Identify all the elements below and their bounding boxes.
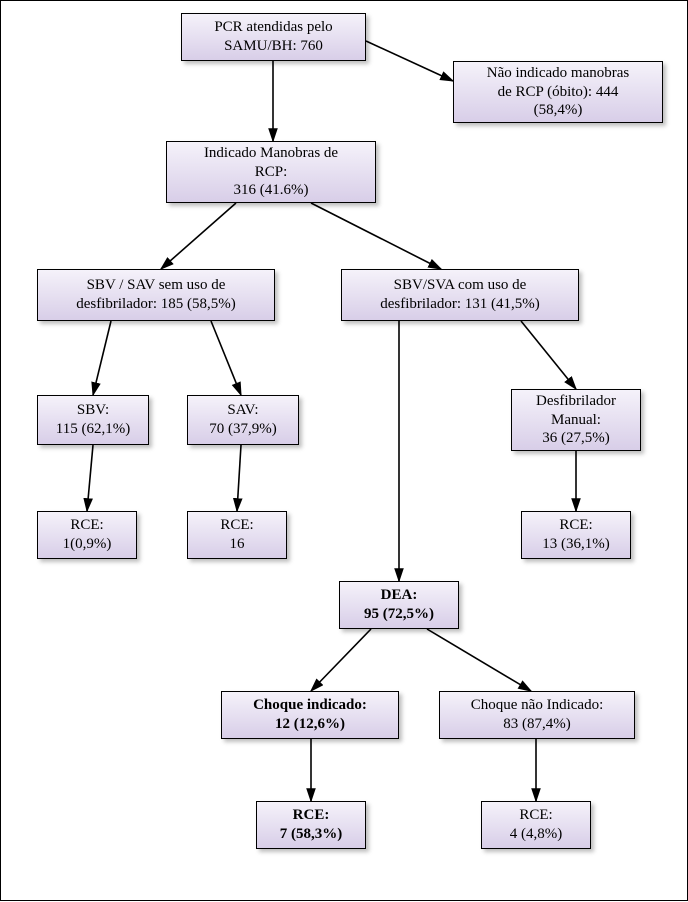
node-sbv: SBV: 115 (62,1%) [37,395,149,445]
node-label: Desfibrilador Manual: 36 (27,5%) [536,392,616,448]
node-label: SBV / SAV sem uso de desfibrilador: 185 … [76,276,236,314]
node-label: RCE: 13 (36,1%) [542,516,610,554]
node-label: DEA: 95 (72,5%) [364,586,434,624]
node-label: RCE: 1(0,9%) [63,516,112,554]
node-label: RCE: 4 (4,8%) [510,806,563,844]
node-rce_sav: RCE: 16 [187,511,287,559]
edge-1 [366,41,453,81]
edge-5 [211,321,241,395]
node-label: SBV/SVA com uso de desfibrilador: 131 (4… [380,276,540,314]
node-rce_cn: RCE: 4 (4,8%) [481,801,591,849]
node-label: SBV: 115 (62,1%) [56,401,130,439]
node-label: PCR atendidas pelo SAMU/BH: 760 [214,18,332,56]
arrow-layer [1,1,688,902]
node-rce_ci: RCE: 7 (58,3%) [256,801,366,849]
node-choque_ind: Choque indicado: 12 (12,6%) [221,691,399,739]
edge-8 [521,321,576,389]
node-choque_nao: Choque não Indicado: 83 (87,4%) [439,691,635,739]
node-label: Choque indicado: 12 (12,6%) [253,696,367,734]
node-root: PCR atendidas pelo SAMU/BH: 760 [181,13,366,61]
node-rce_sbv: RCE: 1(0,9%) [37,511,137,559]
node-sav: SAV: 70 (37,9%) [187,395,299,445]
node-com_desf: SBV/SVA com uso de desfibrilador: 131 (4… [341,269,579,321]
edge-6 [87,445,93,511]
node-label: RCE: 16 [220,516,253,554]
flowchart-canvas: PCR atendidas pelo SAMU/BH: 760 Não indic… [0,0,688,901]
edge-4 [93,321,111,395]
node-sem_desf: SBV / SAV sem uso de desfibrilador: 185 … [37,269,275,321]
node-label: RCE: 7 (58,3%) [280,806,343,844]
node-no_rcp: Não indicado manobras de RCP (óbito): 44… [453,61,663,123]
edge-12 [427,629,531,691]
edge-7 [237,445,241,511]
node-desf_man: Desfibrilador Manual: 36 (27,5%) [511,389,641,451]
node-dea: DEA: 95 (72,5%) [339,581,459,629]
node-rcp: Indicado Manobras de RCP: 316 (41.6%) [166,141,376,203]
node-label: Não indicado manobras de RCP (óbito): 44… [487,64,629,120]
edge-11 [311,629,371,691]
edge-3 [311,203,441,269]
node-rce_man: RCE: 13 (36,1%) [521,511,631,559]
edge-2 [161,203,236,269]
node-label: Indicado Manobras de RCP: 316 (41.6%) [204,144,338,200]
node-label: SAV: 70 (37,9%) [209,401,277,439]
node-label: Choque não Indicado: 83 (87,4%) [471,696,603,734]
